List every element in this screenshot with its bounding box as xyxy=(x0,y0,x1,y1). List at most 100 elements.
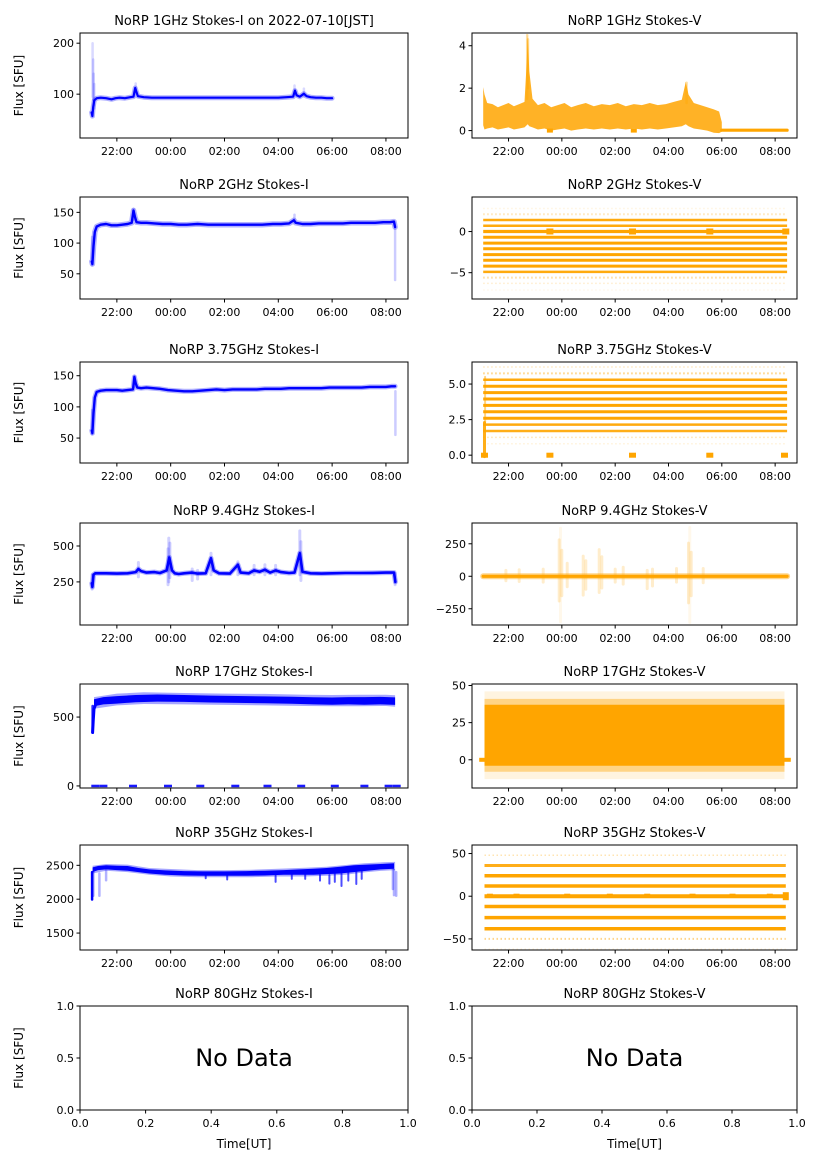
x-tick-label: 02:00 xyxy=(599,470,631,483)
scatter-mark xyxy=(263,784,272,788)
panel-data-layers xyxy=(483,33,789,134)
y-axis-label: Flux [SFU] xyxy=(12,705,26,766)
panel-data-layers xyxy=(89,374,398,437)
axes-frame xyxy=(79,522,409,626)
x-tick-label: 02:00 xyxy=(599,306,631,319)
scatter-mark xyxy=(629,228,636,235)
panel-title: NoRP 35GHz Stokes-V xyxy=(564,826,706,841)
panel-80ghz-stokes-i: No Data 0.0 0.2 0.4 0.6 0.8 1.0 0.0 0.5 1.0 NoRP 8… xyxy=(12,987,417,1151)
y-axis-label: Flux [SFU] xyxy=(12,867,26,928)
x-tick-label: 02:00 xyxy=(209,957,241,970)
scatter-core-line xyxy=(91,703,97,734)
x-tick-label: 00:00 xyxy=(155,957,187,970)
x-tick-label: 08:00 xyxy=(759,795,791,808)
x-tick-label: 08:00 xyxy=(759,632,791,645)
y-tick-label: 150 xyxy=(53,206,74,219)
axes-frame xyxy=(79,683,409,789)
scatter-mark xyxy=(689,893,696,897)
panel-data-layers xyxy=(89,529,398,591)
x-tick-label: 22:00 xyxy=(101,306,133,319)
y-tick-label: 250 xyxy=(445,538,466,551)
y-tick-label: 100 xyxy=(53,88,74,101)
panel-data-layers xyxy=(90,861,398,901)
x-tick-label: 00:00 xyxy=(155,306,187,319)
scatter-mark xyxy=(564,893,571,897)
y-tick-label: 4 xyxy=(459,40,466,53)
scatter-mark xyxy=(479,757,489,762)
x-tick-label: 06:00 xyxy=(706,306,738,319)
y-tick-label: 50 xyxy=(60,268,74,281)
x-tick-label: 02:00 xyxy=(209,145,241,158)
panel-3.75ghz-stokes-v: 22:00 00:00 02:00 04:00 06:00 08:00 0.0 2.5 5.0 N… xyxy=(449,343,798,483)
panel-title: NoRP 2GHz Stokes-V xyxy=(568,178,702,193)
y-tick-label: 100 xyxy=(53,237,74,250)
x-axis-ticks: 22:00 00:00 02:00 04:00 06:00 08:00 xyxy=(493,138,791,158)
x-tick-label: 22:00 xyxy=(101,470,133,483)
scatter-mark xyxy=(196,784,205,788)
scatter-core-line xyxy=(90,209,397,266)
x-tick-label: 04:00 xyxy=(262,145,294,158)
scatter-core-line xyxy=(90,375,397,435)
panel-title: NoRP 9.4GHz Stokes-I xyxy=(173,504,315,519)
y-tick-label: 1.0 xyxy=(57,1000,75,1013)
axes-frame xyxy=(471,844,798,951)
x-tick-label: 04:00 xyxy=(262,957,294,970)
scatter-mark xyxy=(706,228,714,235)
panel-2ghz-stokes-v: 22:00 00:00 02:00 04:00 06:00 08:00 −5 0 NoRP 2G… xyxy=(450,178,798,319)
y-tick-label: 2500 xyxy=(46,859,74,872)
x-tick-label: 00:00 xyxy=(155,470,187,483)
y-axis-label: Flux [SFU] xyxy=(12,382,26,443)
scatter-mark xyxy=(231,784,240,788)
y-tick-label: 5.0 xyxy=(449,378,467,391)
x-tick-label: 08:00 xyxy=(370,957,402,970)
x-tick-label: 0.8 xyxy=(334,1117,352,1130)
x-tick-label: 06:00 xyxy=(706,795,738,808)
y-axis-ticks: 50 100 150 xyxy=(53,206,80,281)
x-tick-label: 00:00 xyxy=(155,145,187,158)
y-axis-ticks: 0.0 2.5 5.0 xyxy=(449,378,472,462)
y-axis-ticks: 0.0 0.5 1.0 xyxy=(57,1000,80,1117)
x-tick-label: 00:00 xyxy=(546,957,578,970)
x-tick-label: 06:00 xyxy=(316,470,348,483)
panel-title: NoRP 3.75GHz Stokes-I xyxy=(169,343,319,358)
x-tick-label: 06:00 xyxy=(706,145,738,158)
x-tick-label: 00:00 xyxy=(546,470,578,483)
x-tick-label: 08:00 xyxy=(370,145,402,158)
axes-frame xyxy=(79,361,409,464)
no-data-text: No Data xyxy=(586,1044,684,1072)
y-tick-label: 200 xyxy=(53,37,74,50)
y-axis-ticks: 250 500 xyxy=(53,540,80,589)
axes-frame xyxy=(79,32,409,139)
y-tick-label: 0.0 xyxy=(449,1104,467,1117)
x-tick-label: 0.0 xyxy=(71,1117,89,1130)
x-tick-label: 06:00 xyxy=(706,632,738,645)
scatter-mark xyxy=(644,893,651,897)
y-tick-label: 150 xyxy=(53,370,74,383)
y-tick-label: 500 xyxy=(53,711,74,724)
scatter-band xyxy=(92,863,394,876)
x-tick-label: 0.0 xyxy=(463,1117,481,1130)
panel-17ghz-stokes-i: 22:00 00:00 02:00 04:00 06:00 08:00 0 500 NoRP 1… xyxy=(12,665,409,808)
x-axis-ticks: 22:00 00:00 02:00 04:00 06:00 08:00 xyxy=(493,299,791,319)
x-axis-ticks: 22:00 00:00 02:00 04:00 06:00 08:00 xyxy=(493,625,791,645)
x-tick-label: 02:00 xyxy=(599,795,631,808)
x-tick-label: 04:00 xyxy=(653,470,685,483)
x-tick-label: 1.0 xyxy=(399,1117,417,1130)
x-tick-label: 22:00 xyxy=(493,795,525,808)
y-axis-label: Flux [SFU] xyxy=(12,55,26,116)
scatter-mark xyxy=(513,893,520,897)
x-tick-label: 04:00 xyxy=(262,470,294,483)
x-tick-label: 22:00 xyxy=(493,145,525,158)
x-tick-label: 22:00 xyxy=(101,632,133,645)
panel-title: NoRP 17GHz Stokes-I xyxy=(175,665,313,680)
y-axis-ticks: −250 0 250 xyxy=(436,538,472,616)
scatter-mark xyxy=(729,893,736,897)
x-axis-ticks: 22:00 00:00 02:00 04:00 06:00 08:00 xyxy=(101,463,402,483)
scatter-mark xyxy=(630,128,637,133)
x-tick-label: 04:00 xyxy=(653,957,685,970)
scatter-mark xyxy=(384,784,393,788)
panel-data-layers xyxy=(484,854,789,950)
y-tick-label: 100 xyxy=(53,401,74,414)
x-axis-ticks: 0.0 0.2 0.4 0.6 0.8 1.0 xyxy=(463,1110,806,1130)
y-tick-label: −250 xyxy=(436,603,466,616)
